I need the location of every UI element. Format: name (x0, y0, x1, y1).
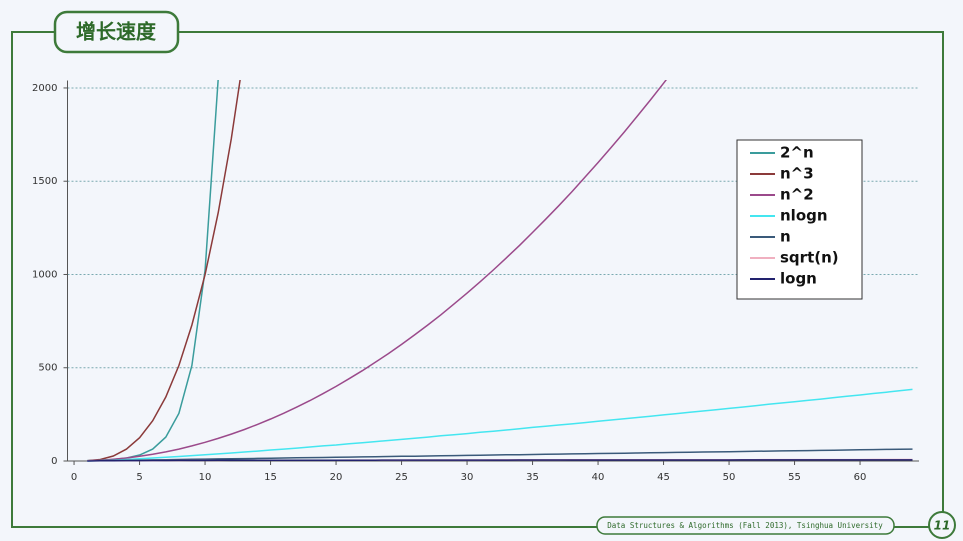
x-tick-label: 40 (592, 472, 605, 483)
legend-box (736, 139, 863, 300)
slide-title: 增长速度 (76, 20, 157, 44)
legend-label: sqrt(n) (780, 249, 839, 267)
x-tick-label: 50 (723, 472, 736, 483)
legend-label: n^3 (780, 165, 814, 183)
x-tick-label: 30 (461, 472, 474, 483)
series-line (87, 80, 219, 462)
legend-label: nlogn (780, 207, 828, 225)
plot: 0 500 1000 1500 2000 0 5 10 15 20 25 30 35 40 45 50 55 60… (32, 80, 919, 483)
page-number-circle (928, 511, 956, 539)
series-line (87, 388, 913, 462)
x-tick-label: 5 (136, 472, 142, 483)
legend-label: 2^n (780, 144, 814, 162)
series-line (87, 80, 241, 462)
x-tick-label: 55 (788, 472, 801, 483)
x-tick-label: 0 (71, 472, 77, 483)
y-tick-label: 1000 (32, 269, 57, 280)
footer: Data Structures & Algorithms (Fall 2013)… (607, 521, 883, 530)
y-tick-label: 0 (51, 456, 57, 467)
series-line (87, 459, 913, 462)
page-number: 11 (934, 519, 951, 533)
x-tick-label: 60 (854, 472, 867, 483)
x-tick-label: 45 (657, 472, 670, 483)
x-tick-label: 35 (526, 472, 539, 483)
legend-label: n (780, 228, 791, 246)
legend: 2^n n^3 n^2 nlogn n sqrt(n) logn (736, 139, 863, 300)
y-tick-label: 2000 (32, 83, 57, 94)
y-tick-label: 1500 (32, 176, 57, 187)
x-tick-label: 15 (264, 472, 277, 483)
series-line (87, 80, 667, 462)
x-tick-label: 25 (395, 472, 408, 483)
y-tick-label: 500 (38, 363, 57, 374)
title-box (53, 10, 180, 54)
x-tick-label: 10 (199, 472, 212, 483)
x-tick-label: 20 (330, 472, 343, 483)
legend-label: n^2 (780, 186, 814, 204)
legend-label: logn (780, 270, 817, 288)
series-line (87, 448, 913, 462)
footer-box (596, 516, 895, 535)
slide-frame (11, 31, 944, 528)
